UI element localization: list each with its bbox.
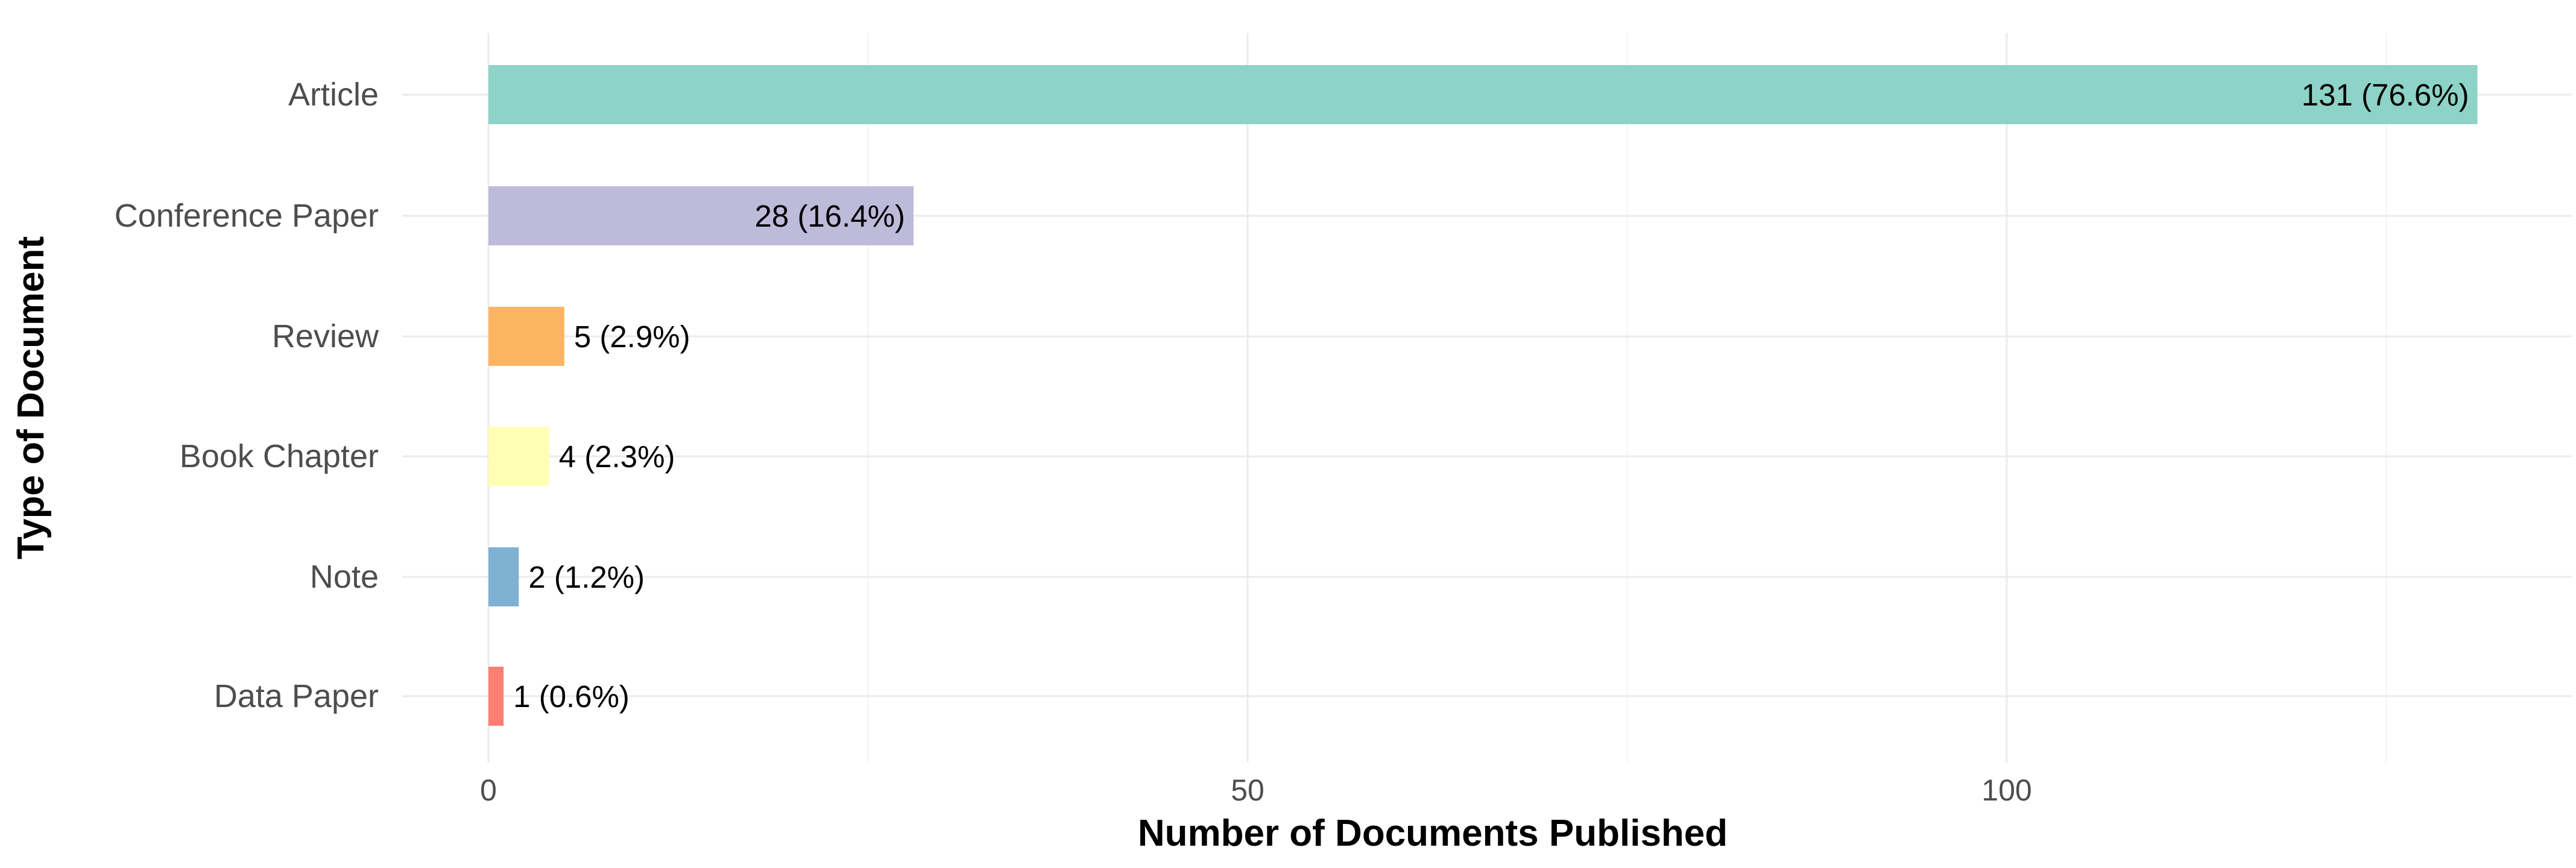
x-tick-label: 0 <box>480 773 497 807</box>
bar <box>488 186 914 245</box>
y-axis-title: Type of Document <box>10 236 52 559</box>
bar <box>488 65 2478 124</box>
data-label: 2 (1.2%) <box>528 560 645 594</box>
x-tick-label: 100 <box>1981 773 2031 807</box>
y-tick-label: Review <box>272 318 379 354</box>
y-tick-label: Article <box>288 77 379 113</box>
x-tick-label: 50 <box>1231 773 1264 807</box>
data-label: 28 (16.4%) <box>755 199 905 233</box>
bar <box>488 307 564 366</box>
y-tick-labels: Article Conference Paper Review Book Chapte… <box>115 77 379 714</box>
x-tick-labels: 0 50 100 <box>480 773 2032 807</box>
y-tick-label: Note <box>310 559 379 595</box>
y-tick-label: Conference Paper <box>115 198 379 234</box>
bar <box>488 547 519 606</box>
data-label: 131 (76.6%) <box>2302 78 2469 112</box>
x-axis-title: Number of Documents Published <box>1138 813 1728 854</box>
data-label: 1 (0.6%) <box>513 679 630 714</box>
grid <box>402 33 2572 763</box>
bars <box>488 65 2478 726</box>
y-tick-label: Book Chapter <box>180 438 379 474</box>
data-labels: 131 (76.6%) 28 (16.4%) 5 (2.9%) 4 (2.3%) 2 (… <box>513 78 2469 714</box>
data-label: 4 (2.3%) <box>559 439 675 474</box>
data-label: 5 (2.9%) <box>574 319 690 354</box>
bar <box>488 667 504 726</box>
y-tick-label: Data Paper <box>214 678 379 714</box>
bar <box>488 427 549 486</box>
